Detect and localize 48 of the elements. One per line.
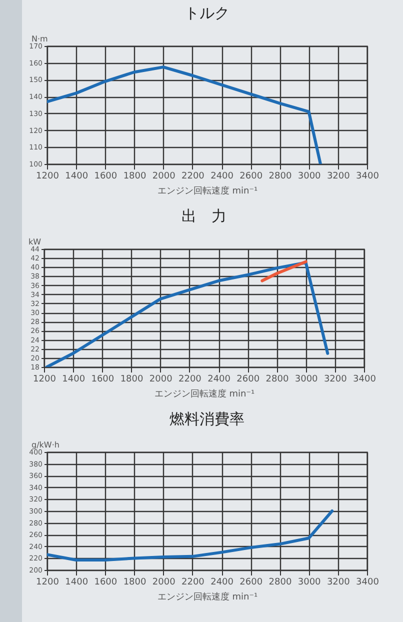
x-tick-label: 1600 <box>94 578 118 588</box>
y-axis-title: g/kW·h <box>32 440 60 450</box>
x-tick-label: 2600 <box>236 374 260 384</box>
chart-title: 出 力 <box>182 207 226 225</box>
x-tick-label: 1200 <box>36 172 60 182</box>
x-tick-label: 2000 <box>152 578 176 588</box>
y-axis-title: N·m <box>32 34 48 44</box>
x-tick-label: 3200 <box>324 374 348 384</box>
x-tick-label: 2800 <box>268 172 292 182</box>
x-tick-label: 1400 <box>62 374 86 384</box>
x-tick-label: 2400 <box>210 172 234 182</box>
x-axis-title: エンジン回転速度 min⁻¹ <box>157 592 258 602</box>
x-tick-label: 3200 <box>326 172 350 182</box>
chart-title: 燃料消費率 <box>170 410 244 428</box>
y-axis-title: kW <box>28 238 42 246</box>
line-series <box>45 261 330 367</box>
x-tick-label: 1600 <box>91 374 114 384</box>
x-tick-label: 2000 <box>152 172 176 182</box>
x-tick-label: 3000 <box>294 374 318 384</box>
x-axis-title: エンジン回転速度 min⁻¹ <box>157 186 258 196</box>
x-tick-label: 2000 <box>149 374 173 384</box>
x-tick-label: 3000 <box>298 578 322 588</box>
x-tick-label: 3200 <box>326 578 350 588</box>
x-tick-label: 1800 <box>123 578 146 588</box>
chart-title: トルク <box>184 4 230 22</box>
x-tick-label: 3000 <box>298 172 322 182</box>
x-tick-label: 1600 <box>94 172 118 182</box>
x-tick-label: 1400 <box>65 578 88 588</box>
x-tick-label: 2200 <box>178 374 202 384</box>
x-tick-label: 1400 <box>65 172 88 182</box>
x-tick-label: 2800 <box>266 374 289 384</box>
x-tick-label: 2600 <box>240 578 263 588</box>
x-tick-label: 1800 <box>120 374 144 384</box>
x-tick-label: 3400 <box>356 172 380 182</box>
x-tick-label: 1200 <box>36 578 60 588</box>
x-tick-label: 2400 <box>208 374 231 384</box>
x-tick-label: 2200 <box>182 578 205 588</box>
line-series <box>47 510 334 562</box>
x-tick-label: 1800 <box>123 172 146 182</box>
x-tick-label: 1200 <box>33 374 56 384</box>
x-tick-label: 2800 <box>268 578 292 588</box>
x-tick-label: 3400 <box>356 578 380 588</box>
x-axis-title: エンジン回転速度 min⁻¹ <box>154 388 255 400</box>
x-tick-label: 2400 <box>210 578 234 588</box>
x-tick-label: 2200 <box>182 172 205 182</box>
line-series <box>47 66 322 164</box>
x-tick-label: 2600 <box>240 172 263 182</box>
x-tick-label: 3400 <box>353 374 376 384</box>
